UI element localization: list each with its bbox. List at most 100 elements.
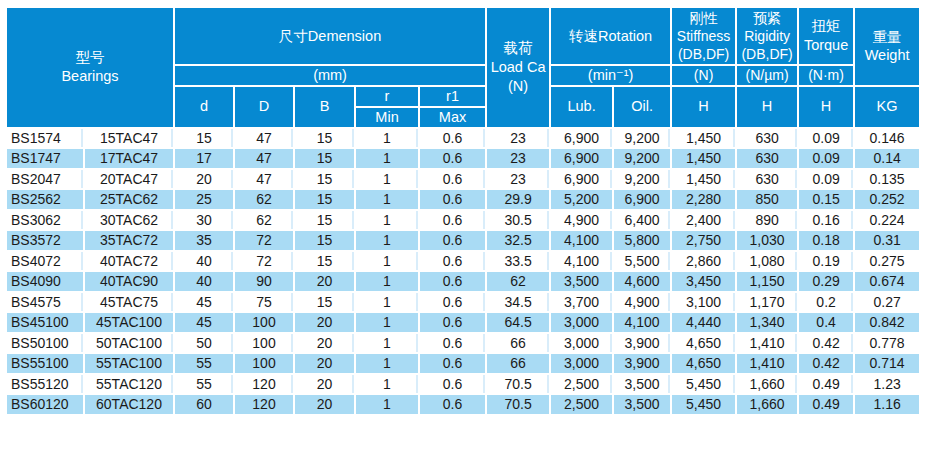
cell-r14-c3: 60 (174, 394, 234, 415)
cell-r9-c9: 3,700 (550, 292, 613, 313)
header-bearings: 型号 Bearings (6, 7, 174, 128)
cell-r10-c2: 45TAC100 (84, 312, 174, 333)
cell-r7-c12: 1,080 (736, 251, 798, 272)
cell-r13-c13: 0.49 (798, 374, 854, 395)
table-row: BS204720TAC4720471510.6236,9009,2001,450… (6, 169, 920, 190)
cell-r8-c11: 3,450 (671, 271, 736, 292)
header-col-lub: Lub. (550, 86, 613, 128)
table-row: BS306230TAC6230621510.630.54,9006,4002,4… (6, 210, 920, 231)
cell-r13-c7: 0.6 (419, 374, 486, 395)
cell-r12-c14: 0.714 (854, 353, 920, 374)
header-col-rigidity-h: H (736, 86, 798, 128)
cell-r4-c4: 62 (234, 189, 294, 210)
cell-r10-c12: 1,340 (736, 312, 798, 333)
cell-r10-c6: 1 (355, 312, 419, 333)
cell-r14-c14: 1.16 (854, 394, 920, 415)
cell-r5-c12: 890 (736, 210, 798, 231)
cell-r2-c12: 630 (736, 148, 798, 169)
cell-r10-c9: 3,000 (550, 312, 613, 333)
cell-r13-c6: 1 (355, 374, 419, 395)
cell-r10-c7: 0.6 (419, 312, 486, 333)
cell-r3-c3: 20 (174, 169, 234, 190)
cell-r9-c3: 45 (174, 292, 234, 313)
table-row: BS457545TAC7545751510.634.53,7004,9003,1… (6, 292, 920, 313)
cell-r14-c10: 3,500 (613, 394, 671, 415)
cell-r7-c5: 15 (294, 251, 355, 272)
cell-r7-c14: 0.275 (854, 251, 920, 272)
cell-r7-c9: 4,100 (550, 251, 613, 272)
cell-r3-c11: 1,450 (671, 169, 736, 190)
header-rigidity-en: Rigidity (737, 27, 797, 45)
cell-r8-c2: 40TAC90 (84, 271, 174, 292)
cell-r11-c6: 1 (355, 333, 419, 354)
cell-r6-c10: 5,800 (613, 230, 671, 251)
cell-r3-c1: BS2047 (6, 169, 84, 190)
table-row: BS407240TAC7240721510.633.54,1005,5002,8… (6, 251, 920, 272)
header-load-zh: 载荷 (487, 39, 549, 58)
cell-r5-c13: 0.16 (798, 210, 854, 231)
cell-r4-c2: 25TAC62 (84, 189, 174, 210)
table-header: 型号 Bearings 尺寸Demension 载荷 Load Ca (N) 转… (6, 7, 920, 128)
cell-r12-c3: 55 (174, 353, 234, 374)
cell-r10-c3: 45 (174, 312, 234, 333)
cell-r7-c4: 72 (234, 251, 294, 272)
cell-r12-c7: 0.6 (419, 353, 486, 374)
cell-r12-c11: 4,650 (671, 353, 736, 374)
header-rigidity-unit: (N/µm) (736, 65, 798, 86)
cell-r4-c3: 25 (174, 189, 234, 210)
cell-r6-c1: BS3572 (6, 230, 84, 251)
header-col-oil: Oil. (613, 86, 671, 128)
table-row: BS256225TAC6225621510.629.95,2006,9002,2… (6, 189, 920, 210)
cell-r5-c2: 30TAC62 (84, 210, 174, 231)
cell-r8-c1: BS4090 (6, 271, 84, 292)
cell-r10-c10: 4,100 (613, 312, 671, 333)
cell-r9-c2: 45TAC75 (84, 292, 174, 313)
cell-r2-c11: 1,450 (671, 148, 736, 169)
cell-r4-c8: 29.9 (486, 189, 550, 210)
cell-r4-c6: 1 (355, 189, 419, 210)
cell-r5-c11: 2,400 (671, 210, 736, 231)
cell-r13-c11: 5,450 (671, 374, 736, 395)
cell-r5-c1: BS3062 (6, 210, 84, 231)
header-rigidity: 预紧 Rigidity (DB,DF) (736, 7, 798, 65)
header-col-d: d (174, 86, 234, 128)
cell-r2-c5: 15 (294, 148, 355, 169)
table-row: BS357235TAC7235721510.632.54,1005,8002,7… (6, 230, 920, 251)
cell-r9-c1: BS4575 (6, 292, 84, 313)
cell-r12-c13: 0.42 (798, 353, 854, 374)
cell-r1-c2: 15TAC47 (84, 128, 174, 149)
bearing-spec-table: 型号 Bearings 尺寸Demension 载荷 Load Ca (N) 转… (5, 6, 921, 416)
cell-r8-c3: 40 (174, 271, 234, 292)
cell-r9-c5: 15 (294, 292, 355, 313)
cell-r9-c8: 34.5 (486, 292, 550, 313)
cell-r12-c6: 1 (355, 353, 419, 374)
cell-r11-c5: 20 (294, 333, 355, 354)
cell-r12-c8: 66 (486, 353, 550, 374)
cell-r4-c5: 15 (294, 189, 355, 210)
header-weight-zh: 重量 (855, 28, 919, 47)
cell-r8-c5: 20 (294, 271, 355, 292)
cell-r11-c1: BS50100 (6, 333, 84, 354)
header-weight-en: Weight (855, 46, 919, 65)
cell-r4-c13: 0.15 (798, 189, 854, 210)
header-rotation-unit: (min⁻¹) (550, 65, 671, 86)
cell-r6-c5: 15 (294, 230, 355, 251)
cell-r1-c9: 6,900 (550, 128, 613, 149)
cell-r4-c14: 0.252 (854, 189, 920, 210)
cell-r12-c1: BS55100 (6, 353, 84, 374)
cell-r4-c11: 2,280 (671, 189, 736, 210)
cell-r12-c12: 1,410 (736, 353, 798, 374)
cell-r11-c13: 0.42 (798, 333, 854, 354)
cell-r3-c2: 20TAC47 (84, 169, 174, 190)
cell-r7-c1: BS4072 (6, 251, 84, 272)
cell-r1-c14: 0.146 (854, 128, 920, 149)
cell-r6-c4: 72 (234, 230, 294, 251)
header-stiffness-en: Stiffness (672, 27, 735, 45)
cell-r4-c10: 6,900 (613, 189, 671, 210)
cell-r3-c4: 47 (234, 169, 294, 190)
cell-r1-c10: 9,200 (613, 128, 671, 149)
cell-r9-c10: 4,900 (613, 292, 671, 313)
cell-r12-c2: 55TAC100 (84, 353, 174, 374)
cell-r12-c5: 20 (294, 353, 355, 374)
cell-r7-c7: 0.6 (419, 251, 486, 272)
